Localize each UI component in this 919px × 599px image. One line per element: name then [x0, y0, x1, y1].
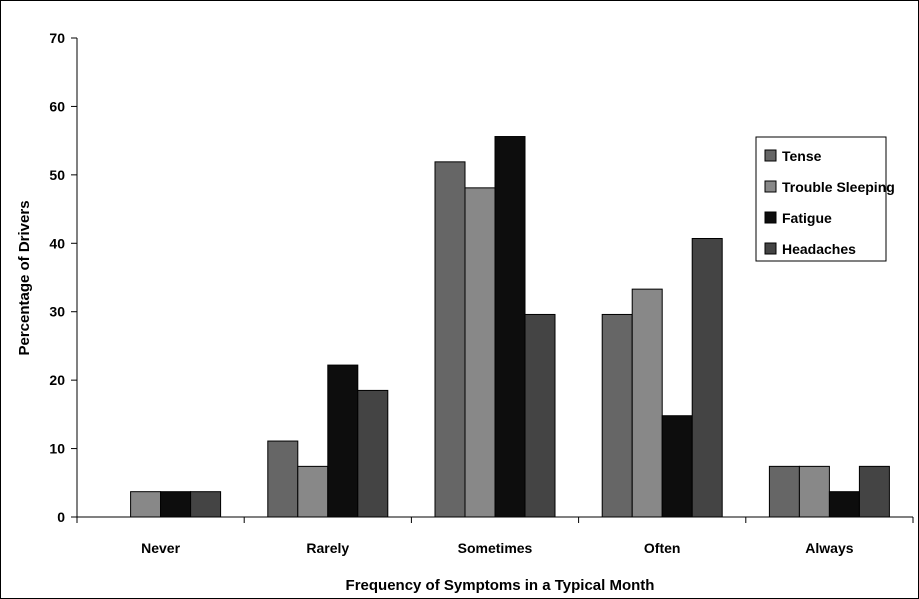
legend-label: Trouble Sleeping — [782, 179, 895, 195]
bar — [190, 491, 222, 518]
bar — [267, 440, 299, 518]
bar — [691, 237, 723, 518]
legend: Tense Trouble Sleeping Fatigue Headaches — [755, 136, 895, 262]
bar — [661, 415, 693, 518]
y-tick-label: 60 — [49, 98, 65, 114]
bar — [858, 465, 890, 518]
legend-box — [755, 136, 887, 262]
bar — [327, 364, 359, 518]
bar — [828, 491, 860, 518]
y-tick-label: 50 — [49, 167, 65, 183]
x-tick-label: Rarely — [306, 540, 349, 556]
x-tick-label: Always — [805, 540, 853, 556]
y-tick-label: 0 — [57, 509, 65, 525]
legend-swatch — [764, 242, 777, 255]
bar — [434, 161, 466, 518]
x-ticks-group: Never Rarely Sometimes Often Always — [76, 517, 914, 556]
bar — [631, 288, 663, 518]
x-tick-label: Sometimes — [458, 540, 533, 556]
y-tick-label: 30 — [49, 304, 65, 320]
x-tick-label: Never — [141, 540, 180, 556]
legend-label: Tense — [782, 148, 822, 164]
legend-swatch — [764, 180, 777, 193]
axes-group — [76, 38, 913, 518]
y-axis-title: Percentage of Drivers — [16, 200, 33, 355]
y-tick-label: 40 — [49, 235, 65, 251]
bar — [601, 313, 633, 518]
x-tick-label: Often — [644, 540, 681, 556]
y-tick-label: 70 — [49, 30, 65, 46]
bar — [464, 187, 496, 518]
bar — [524, 313, 556, 518]
bar — [297, 465, 329, 518]
legend-label: Headaches — [782, 241, 856, 257]
legend-swatch — [764, 211, 777, 224]
bar — [160, 491, 192, 518]
y-tick-label: 20 — [49, 372, 65, 388]
bar — [798, 465, 830, 518]
legend-swatch — [764, 149, 777, 162]
y-tick-label: 10 — [49, 441, 65, 457]
bars-group — [130, 136, 890, 518]
bar — [357, 389, 389, 518]
x-axis-title: Frequency of Symptoms in a Typical Month — [346, 577, 655, 594]
bar — [494, 136, 526, 518]
legend-label: Fatigue — [782, 210, 832, 226]
y-ticks-group: 0 10 20 30 40 50 60 70 — [49, 30, 77, 525]
bar — [768, 465, 800, 518]
bar — [130, 491, 162, 518]
